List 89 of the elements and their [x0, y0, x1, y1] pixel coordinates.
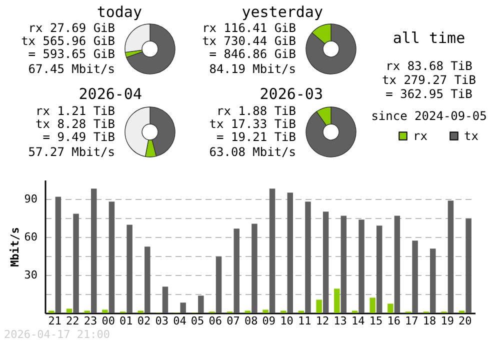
bar [234, 228, 240, 313]
text: tx 279.27 TiB [381, 73, 477, 87]
legend-label: tx [464, 129, 478, 143]
bar [216, 256, 222, 313]
text: = 19.21 TiB [216, 130, 296, 144]
x-tick-label: 07 [226, 314, 240, 328]
x-tick-label: 14 [352, 314, 366, 328]
text: 67.45 Mbit/s [28, 62, 115, 76]
bar [394, 216, 400, 313]
chart-title: 2026-03 [260, 85, 323, 103]
x-tick-label: 12 [316, 314, 330, 328]
text: = 593.65 GiB [28, 47, 115, 61]
text: = 362.95 TiB [384, 87, 474, 101]
bar [316, 300, 322, 313]
chart-title: 2026-04 [78, 85, 142, 103]
text: rx 1.88 TiB [216, 104, 296, 118]
chart-title: yesterday [242, 3, 323, 21]
text: rx 1.21 TiB [36, 104, 115, 118]
x-tick-label: 15 [369, 314, 383, 328]
donut-slice [306, 24, 356, 74]
x-tick-label: 17 [405, 314, 418, 328]
text: 84.19 Mbit/s [209, 62, 296, 76]
x-tick-label: 11 [298, 314, 312, 328]
legend-label: rx [413, 129, 428, 143]
x-tick-label: 23 [84, 314, 98, 328]
bar [430, 248, 436, 313]
chart-title: today [96, 3, 142, 21]
x-tick-label: 18 [422, 314, 436, 328]
x-tick-label: 01 [120, 314, 133, 328]
donut-slice [126, 24, 176, 74]
text: tx 730.44 GiB [202, 34, 296, 48]
x-tick-label: 02 [137, 314, 151, 328]
bar [334, 288, 340, 313]
bar [126, 224, 132, 313]
x-tick-label: 20 [458, 314, 472, 328]
text: 57.27 Mbit/s [28, 145, 115, 159]
bar [305, 202, 311, 313]
x-tick-label: 04 [173, 314, 187, 328]
text: rx 27.69 GiB [28, 21, 115, 35]
bar [287, 192, 294, 313]
x-tick-label: 21 [48, 314, 62, 328]
bar [91, 188, 97, 313]
bar [162, 286, 168, 313]
bar [412, 240, 418, 313]
bar [370, 298, 376, 313]
text: all time [392, 29, 466, 47]
y-tick-label: 90 [24, 192, 38, 206]
text: tx 565.96 GiB [21, 34, 115, 48]
bar [102, 310, 108, 313]
text: since 2024-09-05 [370, 109, 488, 123]
bar [66, 308, 72, 313]
bar [262, 310, 268, 313]
bar [144, 246, 150, 313]
bar [108, 202, 115, 313]
text: tx 8.28 TiB [36, 117, 115, 131]
x-tick-label: 22 [66, 314, 80, 328]
bar [388, 304, 394, 313]
bar [322, 212, 329, 313]
bar [269, 188, 276, 313]
bar [252, 224, 258, 313]
text: = 9.49 TiB [42, 130, 115, 144]
donut-slice [306, 106, 356, 158]
x-tick-label: 08 [244, 314, 258, 328]
x-tick-label: 05 [190, 314, 204, 328]
x-tick-label: 06 [208, 314, 222, 328]
text: = 846.86 GiB [209, 47, 296, 61]
x-tick-label: 10 [280, 314, 294, 328]
bar [448, 200, 454, 313]
y-tick-label: 60 [24, 230, 38, 244]
bar [198, 296, 204, 313]
text: rx 83.68 TiB [384, 59, 474, 73]
text: tx 17.33 TiB [209, 117, 296, 131]
bar [376, 226, 382, 313]
bar [180, 302, 186, 313]
x-tick-label: 03 [155, 314, 168, 328]
x-tick-label: 00 [102, 314, 115, 328]
x-tick-label: 09 [262, 314, 276, 328]
x-tick-label: 16 [387, 314, 400, 328]
bar [466, 218, 472, 313]
bar [358, 220, 364, 313]
y-tick-label: 30 [24, 268, 38, 282]
text: rx 116.41 GiB [202, 21, 296, 35]
text: 63.08 Mbit/s [209, 145, 296, 159]
bar [73, 214, 79, 313]
bar [340, 216, 347, 313]
bar [55, 196, 62, 313]
x-tick-label: 13 [334, 314, 347, 328]
y-axis-title: Mbit/s [8, 227, 22, 267]
x-tick-label: 19 [440, 314, 454, 328]
